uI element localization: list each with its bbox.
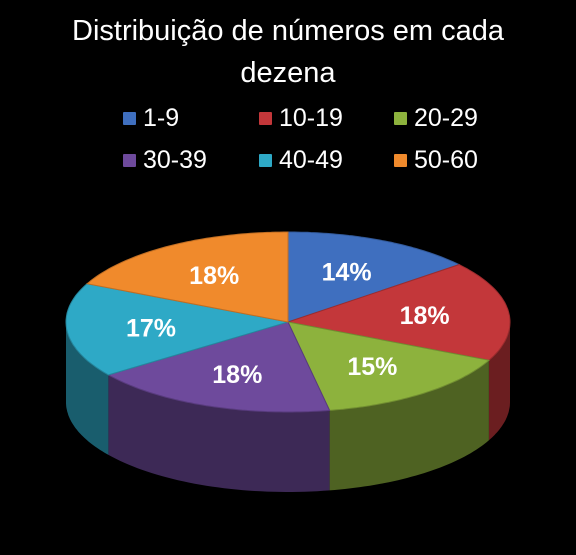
pie-side-40-49 bbox=[66, 322, 109, 455]
pie-side-10-19 bbox=[488, 322, 510, 441]
pie-label-40-49: 17% bbox=[126, 314, 176, 342]
legend: 1-9 10-19 20-29 30-39 40-49 50-60 bbox=[0, 0, 576, 200]
pie-label-30-39: 18% bbox=[212, 361, 262, 389]
pie-slices bbox=[65, 231, 511, 413]
pie-slice-40-49 bbox=[65, 283, 289, 376]
pie-slice-20-29 bbox=[287, 321, 491, 411]
legend-item-1-9: 1-9 bbox=[123, 104, 179, 133]
legend-swatch-10-19 bbox=[259, 112, 272, 125]
legend-item-50-60: 50-60 bbox=[394, 146, 478, 175]
pie-slice-10-19 bbox=[286, 264, 511, 361]
legend-swatch-20-29 bbox=[394, 112, 407, 125]
legend-item-20-29: 20-29 bbox=[394, 104, 478, 133]
pie-slice-50-60 bbox=[85, 231, 289, 323]
pie-data-labels: 14%18%15%18%17%18% bbox=[126, 259, 450, 389]
pie-label-50-60: 18% bbox=[189, 262, 239, 290]
pie-side-30-39 bbox=[108, 374, 330, 492]
pie-label-10-19: 18% bbox=[400, 302, 450, 330]
legend-label-30-39: 30-39 bbox=[143, 146, 207, 174]
pie-side-20-29 bbox=[329, 360, 489, 491]
legend-label-10-19: 10-19 bbox=[279, 104, 343, 132]
pie-label-20-29: 15% bbox=[347, 353, 397, 381]
pie-slice-30-39 bbox=[107, 321, 331, 413]
chart-title: Distribuição de números em cada dezena bbox=[72, 15, 504, 89]
legend-label-20-29: 20-29 bbox=[414, 104, 478, 132]
legend-swatch-1-9 bbox=[123, 112, 136, 125]
legend-label-1-9: 1-9 bbox=[143, 104, 180, 132]
legend-item-30-39: 30-39 bbox=[123, 146, 207, 175]
legend-swatch-40-49 bbox=[259, 154, 272, 167]
legend-item-10-19: 10-19 bbox=[259, 104, 343, 133]
legend-item-40-49: 40-49 bbox=[259, 146, 343, 175]
legend-label-40-49: 40-49 bbox=[279, 146, 343, 174]
legend-swatch-30-39 bbox=[123, 154, 136, 167]
legend-swatch-50-60 bbox=[394, 154, 407, 167]
legend-label-50-60: 50-60 bbox=[414, 146, 478, 174]
pie-label-1-9: 14% bbox=[322, 259, 372, 287]
pie-slice-1-9 bbox=[287, 231, 461, 323]
pie-side-walls bbox=[66, 322, 510, 492]
